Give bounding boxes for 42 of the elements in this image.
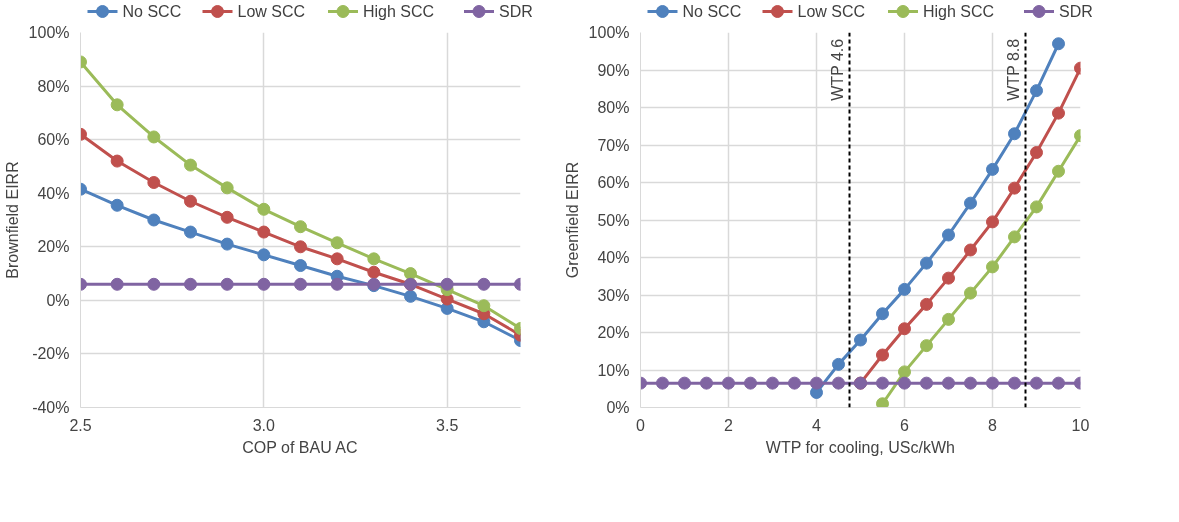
y-tick-label: 80% [597,99,630,116]
y-tick-label: 100% [28,24,70,41]
legend-label: SDR [499,3,533,20]
y-tick-label: 30% [597,286,630,304]
x-tick-label: 8 [988,416,998,434]
x-tick-label: 0 [636,416,646,434]
y-tick-label: 90% [597,61,630,79]
x-tick-label: 2.5 [69,416,92,434]
y-tick-label: -40% [32,399,70,416]
y-tick-label: 40% [597,249,630,266]
y-tick-label: 40% [37,184,70,202]
legend-label: Low SCC [237,3,306,20]
x-tick-label: 4 [812,416,822,434]
legend-label: No SCC [122,3,182,20]
legend-label: SDR [1059,3,1093,20]
y-tick-label: 70% [597,136,630,154]
x-tick-label: 3.0 [252,416,276,434]
y-tick-label: 60% [37,131,70,149]
x-axis-title: COP of BAU AC [242,438,358,456]
y-axis-title: Greenfield EIRR [563,161,581,279]
legend-label: High SCC [923,3,995,20]
legend-label: No SCC [682,3,742,20]
y-tick-label: 0% [606,399,630,416]
legend-label: Low SCC [797,3,866,20]
x-axis-title: WTP for cooling, USc/kWh [765,438,955,456]
ref-line-label: WTP 8.8 [1004,38,1022,101]
y-axis-title: Brownfield EIRR [3,161,21,279]
y-tick-label: 60% [597,174,630,191]
y-tick-label: 20% [37,238,70,256]
y-tick-label: 50% [597,211,630,229]
y-tick-label: 10% [597,361,630,379]
y-tick-label: 0% [46,291,70,309]
ref-line-label: WTP 4.6 [828,38,846,101]
x-tick-label: 10 [1071,416,1090,434]
y-tick-label: 20% [597,324,630,341]
legend-label: High SCC [363,3,435,20]
x-tick-label: 6 [900,416,910,434]
x-tick-label: 3.5 [436,416,459,434]
y-tick-label: 80% [37,77,70,95]
x-tick-label: 2 [724,416,734,434]
y-tick-label: -20% [32,345,70,363]
y-tick-label: 100% [588,24,630,41]
